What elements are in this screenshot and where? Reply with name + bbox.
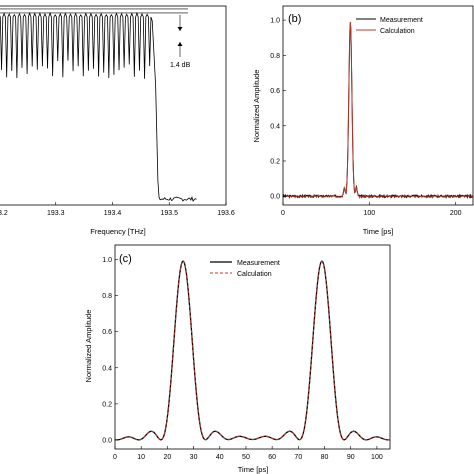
spectrum-trace — [0, 11, 197, 202]
dB-marker: 1.4 dB — [170, 15, 191, 69]
panel-c-x-tick-label: 60 — [268, 454, 276, 461]
panel-b-y-tick-label: 1.0 — [270, 18, 280, 25]
panel-a-x-tick-label: 193.3 — [47, 210, 65, 217]
panel-c-y-tick-label: 0.8 — [102, 293, 112, 300]
panel-a-x-axis-label: Frequency [THz] — [90, 227, 145, 236]
panel-b-x-tick-label: 200 — [450, 210, 462, 217]
panel-c-y-axis-label: Normalized Amplitude — [84, 310, 93, 383]
panel-c-x-tick-label: 80 — [321, 454, 329, 461]
panel-b-y-tick-label: 0.4 — [270, 123, 280, 130]
panel-b-y-tick-label: 0.2 — [270, 158, 280, 165]
panel-c: 0 10 20 30 40 50 60 70 80 90 100 0.0 0.2 0.4 0.6 0.8 1.… — [84, 244, 391, 474]
series-calculation-c — [114, 260, 391, 441]
panel-c-x-tick-label: 0 — [113, 454, 117, 461]
series-measurement-b — [282, 22, 474, 200]
panel-b-frame — [282, 5, 474, 206]
panel-a-x-tick-label: 193.2 — [0, 210, 8, 217]
panel-b-x-tick-label: 100 — [364, 210, 376, 217]
series-measurement-c — [114, 260, 391, 441]
panel-b-y-axis-label: Normalized Amplitude — [252, 70, 261, 143]
panel-c-x-tick-label: 10 — [137, 454, 145, 461]
panel-c-y-tick-label: 0.2 — [102, 401, 112, 408]
panel-c-x-axis-label: Time [ps] — [238, 465, 269, 474]
panel-c-label: (c) — [119, 253, 132, 265]
panel-b-y-tick-label: 0.8 — [270, 53, 280, 60]
panel-c-y-tick-label: 0.6 — [102, 329, 112, 336]
panel-c-x-tick-label: 50 — [242, 454, 250, 461]
panel-c-x-tick-label: 40 — [216, 454, 224, 461]
legend-c-measurement-label: Measurement — [237, 260, 280, 267]
panel-b-legend: Measurement Calculation — [356, 17, 423, 35]
dB-arrowhead-bottom — [177, 42, 183, 46]
panel-a-x-tick-label: 193.5 — [160, 210, 178, 217]
panel-b-y-tick-label: 0.0 — [270, 194, 280, 201]
panel-c-x-tick-label: 100 — [371, 454, 383, 461]
panel-c-frame — [114, 244, 391, 450]
panel-c-x-tick-label: 20 — [163, 454, 171, 461]
panel-a-x-tick-label: 193.6 — [217, 210, 235, 217]
panel-b: 0 100 200 0.0 0.2 0.4 0.6 0.8 1.0 (b) Time [ps]… — [252, 5, 474, 236]
panel-c-legend: Measurement Calculation — [210, 260, 280, 278]
panel-c-y-tick-label: 0.0 — [102, 437, 112, 444]
legend-b-calculation-label: Calculation — [380, 28, 415, 35]
series-calculation-b — [283, 21, 473, 197]
panel-b-x-tick-label: 0 — [281, 210, 285, 217]
panel-c-x-tick-label: 30 — [190, 454, 198, 461]
panel-c-y-tick-label: 1.0 — [102, 257, 112, 264]
panel-b-label: (b) — [288, 13, 301, 25]
panel-c-y-tick-label: 0.4 — [102, 365, 112, 372]
panel-c-x-tick-label: 70 — [294, 454, 302, 461]
legend-c-calculation-label: Calculation — [237, 271, 272, 278]
panel-b-y-tick-label: 0.6 — [270, 88, 280, 95]
panel-a-x-tick-label: 193.4 — [104, 210, 122, 217]
panel-b-x-axis-label: Time [ps] — [363, 227, 394, 236]
legend-b-measurement-label: Measurement — [380, 17, 423, 24]
dB-annotation: 1.4 dB — [170, 62, 191, 69]
panel-a: 193.2 193.3 193.4 193.5 193.6 Frequency [THz… — [0, 5, 235, 236]
dB-arrowhead-top — [177, 27, 183, 31]
panel-c-x-tick-label: 90 — [347, 454, 355, 461]
